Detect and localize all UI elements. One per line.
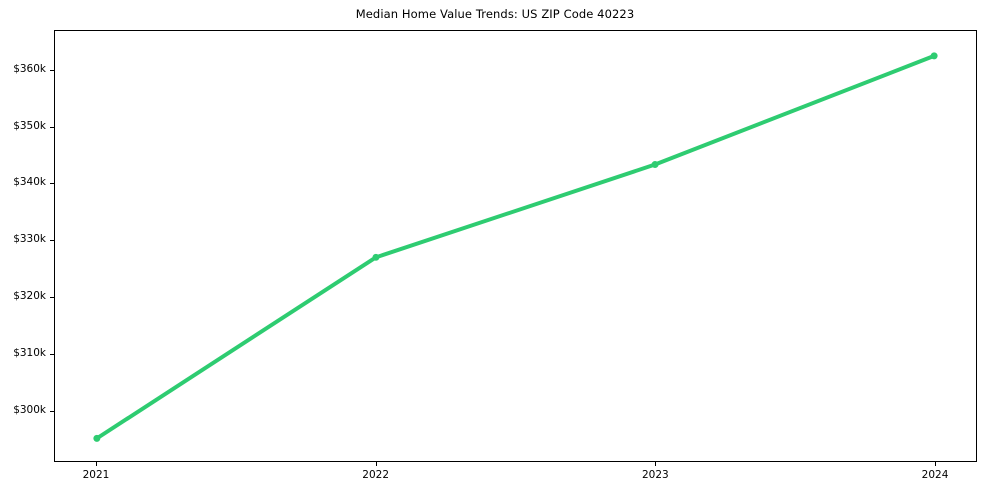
y-axis-tick [50,297,54,299]
y-axis-tick-label: $360k [13,62,46,75]
y-axis-tick-label: $310k [13,347,46,359]
y-axis-tick [50,354,54,355]
x-axis-tick-label: 2023 [641,469,669,481]
series-line [94,53,937,441]
y-axis-tick-label: $340k [13,176,46,189]
y-axis-tick [50,410,54,412]
x-axis-tick [95,462,97,466]
y-axis-tick-label: $350k [13,119,46,132]
y-axis-tick-label: $320k [13,290,46,303]
y-axis-tick-label: $300k [13,403,46,416]
y-axis-tick [50,126,54,128]
plot-area [54,30,977,462]
page-title: Median Home Value Trends: US ZIP Code 40… [355,7,635,21]
y-axis-tick-label: $330k [13,233,46,246]
series-markers [93,52,938,442]
x-axis-tick [375,462,377,466]
line-series-2021-2024 [93,52,938,442]
y-axis-tick [50,240,54,242]
x-axis-tick [655,462,657,466]
data-point [651,161,659,169]
y-axis-tick [50,69,54,71]
x-axis-tick [935,462,937,466]
x-axis-tick-label: 2024 [921,469,949,481]
data-point [930,52,938,60]
x-axis-tick-label: 2022 [362,469,390,481]
data-point [372,253,380,261]
y-axis-tick [50,183,54,185]
data-point [93,434,101,442]
x-axis-tick-label: 2021 [82,469,110,481]
